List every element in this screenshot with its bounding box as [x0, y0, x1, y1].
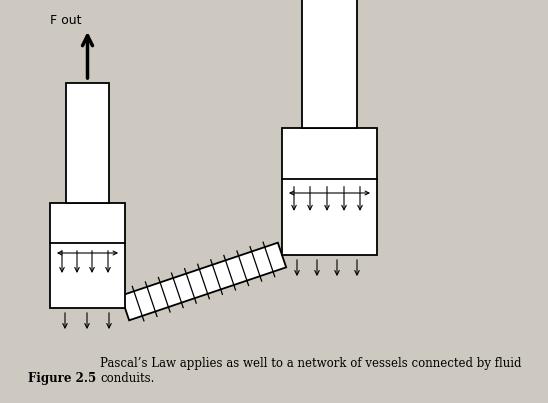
Polygon shape	[121, 243, 286, 320]
Bar	[302, 0, 357, 128]
Bar	[66, 83, 109, 203]
Text: Pascal’s Law applies as well to a network of vessels connected by fluid conduits: Pascal’s Law applies as well to a networ…	[100, 357, 522, 385]
Text: F out: F out	[49, 14, 81, 27]
Bar	[50, 203, 125, 308]
Text: Figure 2.5: Figure 2.5	[28, 372, 96, 385]
Bar	[282, 128, 377, 255]
